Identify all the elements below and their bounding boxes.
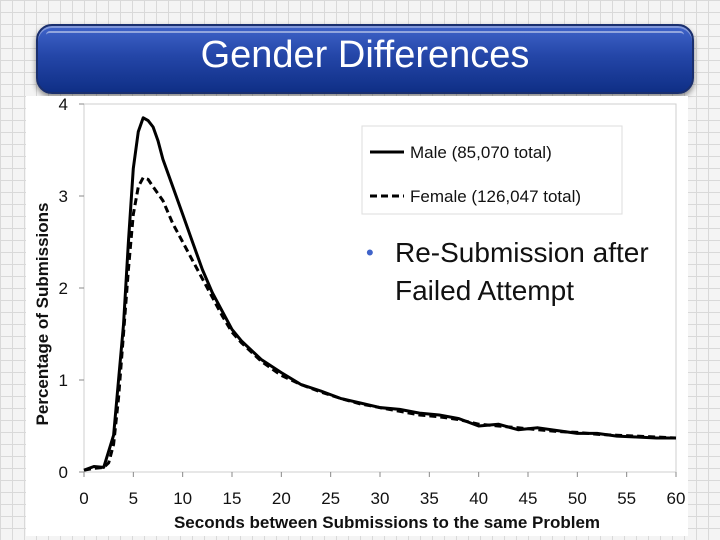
x-tick-label: 0 [79,489,88,508]
legend-label-2: Female (126,047 total) [410,187,581,206]
chart-panel: Percentage of Submissions Seconds betwee… [26,96,688,536]
bullet-text: Re-Submission after Failed Attempt [395,237,649,306]
x-tick-label: 5 [129,489,138,508]
x-tick-label: 15 [223,489,242,508]
legend-box [361,125,623,215]
y-tick-label: 0 [59,463,68,482]
x-tick-label: 25 [321,489,340,508]
x-tick-label: 20 [272,489,291,508]
series-line-1 [83,116,676,472]
x-tick-label: 40 [469,489,488,508]
legend-label-1: Male (85,070 total) [410,143,552,162]
x-axis-label: Seconds between Submissions to the same … [174,513,600,532]
y-tick-label: 2 [59,279,68,298]
x-tick-label: 50 [568,489,587,508]
y-tick-label: 4 [59,96,68,114]
line-chart: Percentage of Submissions Seconds betwee… [33,96,686,532]
x-tick-label: 45 [519,489,538,508]
x-tick-label: 55 [617,489,636,508]
y-axis-label: Percentage of Submissions [33,203,52,426]
x-tick-label: 30 [371,489,390,508]
x-tick-label: 35 [420,489,439,508]
y-tick-label: 1 [59,371,68,390]
bullet-icon: • [366,240,374,265]
slide-title: Gender Differences [200,34,530,76]
title-bar: Gender Differences [36,24,694,94]
x-tick-label: 10 [173,489,192,508]
x-tick-label: 60 [667,489,686,508]
series-line-2 [83,176,677,472]
y-tick-label: 3 [59,187,68,206]
